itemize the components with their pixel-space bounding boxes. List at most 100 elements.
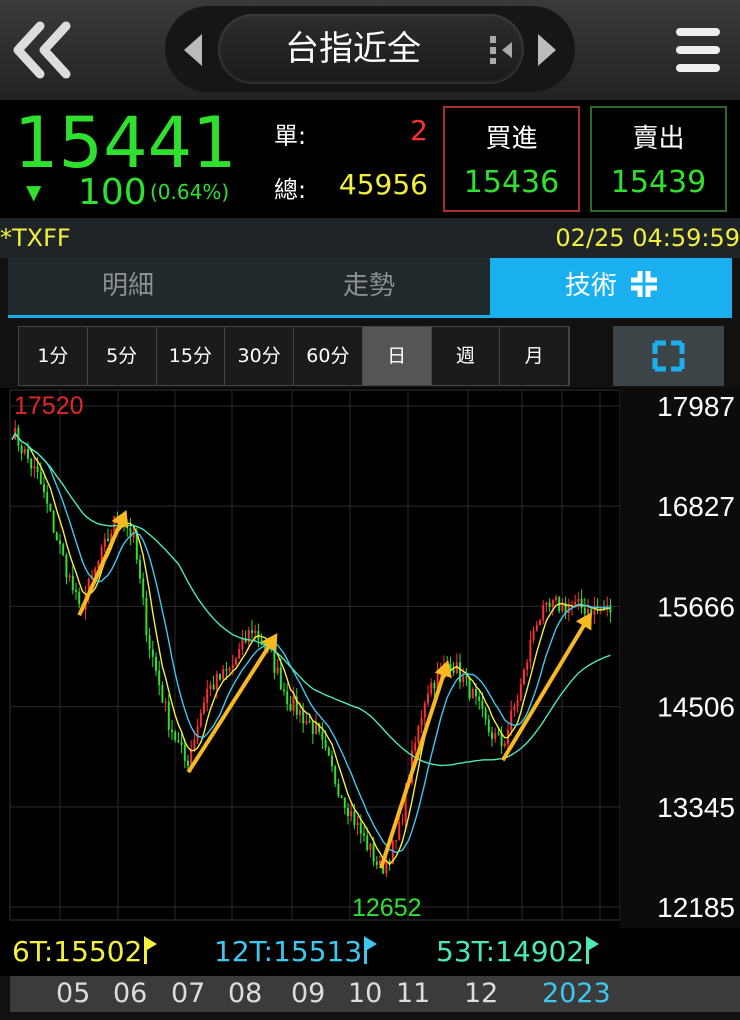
candle-body <box>59 540 61 545</box>
candle-body <box>299 710 301 715</box>
candle-body <box>497 733 500 735</box>
candle-body <box>436 670 439 689</box>
candle-body <box>206 688 209 703</box>
timeframe-button[interactable]: 1分 <box>19 327 88 385</box>
buy-button[interactable]: 買進 15436 <box>443 106 580 212</box>
candle-body <box>535 624 538 631</box>
candle-body <box>388 860 391 864</box>
timeframe-button[interactable]: 5分 <box>88 327 157 385</box>
candle-body <box>375 861 378 866</box>
candle-body <box>212 684 215 690</box>
down-arrow-icon: ▼ <box>26 180 42 204</box>
candle-body <box>369 843 372 850</box>
candle-body <box>398 821 401 841</box>
candle-body <box>65 554 68 578</box>
timeframe-button[interactable]: 月 <box>500 327 569 385</box>
candle-body <box>39 472 42 485</box>
buy-price: 15436 <box>463 165 560 200</box>
flag-icon <box>364 936 378 964</box>
candle-body <box>292 696 295 711</box>
sell-label: 賣出 <box>632 124 685 154</box>
timeframe-button[interactable]: 30分 <box>225 327 294 385</box>
x-tick-label: 08 <box>228 978 263 1009</box>
candle-body <box>254 630 257 633</box>
x-tick-label: 11 <box>396 978 431 1009</box>
y-tick-label: 17987 <box>657 391 735 422</box>
tab-technical-label: 技術 <box>564 271 617 301</box>
y-tick-label: 13345 <box>657 792 735 823</box>
candle-body <box>449 663 452 670</box>
candle-body <box>503 743 506 746</box>
candle-body <box>452 669 455 673</box>
x-tick-label: 06 <box>113 978 148 1009</box>
tab-trend[interactable]: 走勢 <box>342 271 395 301</box>
candle-body <box>372 843 375 862</box>
ma-legend-label: 53T:14902 <box>436 935 585 968</box>
candle-body <box>103 538 106 548</box>
candle-body <box>203 702 205 713</box>
candle-body <box>171 729 173 732</box>
candle-body <box>231 664 234 669</box>
ma-legend-item: 12T:15513 <box>214 928 378 976</box>
candle-body <box>430 682 433 694</box>
y-tick-label: 14506 <box>657 692 735 723</box>
symbol-pill[interactable] <box>218 14 524 84</box>
candle-body <box>523 669 525 685</box>
candle-body <box>356 822 359 826</box>
candle-body <box>577 598 580 602</box>
candle-body <box>580 598 583 608</box>
candle-body <box>251 630 253 633</box>
candle-body <box>110 533 113 542</box>
prev-symbol-button[interactable] <box>182 34 204 66</box>
candle-body <box>289 704 292 711</box>
timeframe-button[interactable]: 15分 <box>157 327 226 385</box>
candle-body <box>155 656 157 671</box>
x-tick-label: 12 <box>464 978 499 1009</box>
candle-body <box>187 760 189 766</box>
next-symbol-button[interactable] <box>536 34 558 66</box>
collapse-icon <box>631 271 658 297</box>
candle-body <box>158 670 161 686</box>
candle-body <box>199 712 202 727</box>
candle-body <box>593 605 596 615</box>
ma12-line <box>11 432 611 854</box>
x-tick-label: 10 <box>348 978 383 1009</box>
candle-body <box>33 466 36 469</box>
candle-body <box>183 745 186 761</box>
candle-body <box>279 667 282 690</box>
back-button[interactable] <box>10 20 74 80</box>
candle-body <box>337 783 340 796</box>
candle-body <box>401 821 404 823</box>
timestamp: 02/25 04:59:59 <box>555 224 740 252</box>
candle-body <box>52 510 55 533</box>
candle-body <box>529 639 532 663</box>
candle-body <box>564 602 567 613</box>
candle-body <box>228 668 231 671</box>
fullscreen-button[interactable] <box>613 326 724 386</box>
info-bar: *TXFF 02/25 04:59:59 <box>0 218 740 258</box>
tab-details[interactable]: 明細 <box>101 271 154 301</box>
candle-body <box>75 590 77 592</box>
candle-body <box>177 740 180 743</box>
sell-button[interactable]: 賣出 15439 <box>590 106 727 212</box>
timeframe-button[interactable]: 週 <box>432 327 501 385</box>
switch-icon[interactable] <box>488 36 516 64</box>
candle-body <box>222 669 225 680</box>
candle-body <box>27 449 29 459</box>
ma-legend-item: 53T:14902 <box>436 928 600 976</box>
candle-body <box>599 608 602 610</box>
candle-body <box>139 559 141 579</box>
candle-body <box>161 685 164 703</box>
candle-body <box>545 602 548 606</box>
candle-body <box>471 688 474 699</box>
candle-body <box>487 719 490 733</box>
timeframe-button[interactable]: 60分 <box>294 327 363 385</box>
menu-button[interactable] <box>676 28 720 72</box>
candle-body <box>283 689 285 692</box>
timeframe-button[interactable]: 日 <box>362 327 432 385</box>
tab-technical[interactable]: 技術 <box>490 258 732 315</box>
candle-body <box>532 630 535 640</box>
candle-body <box>196 726 199 740</box>
candlestick-chart[interactable]: 17987 16827 15666 14506 13345 12185 17520 12652 <box>0 388 740 928</box>
candle-body <box>455 662 458 673</box>
